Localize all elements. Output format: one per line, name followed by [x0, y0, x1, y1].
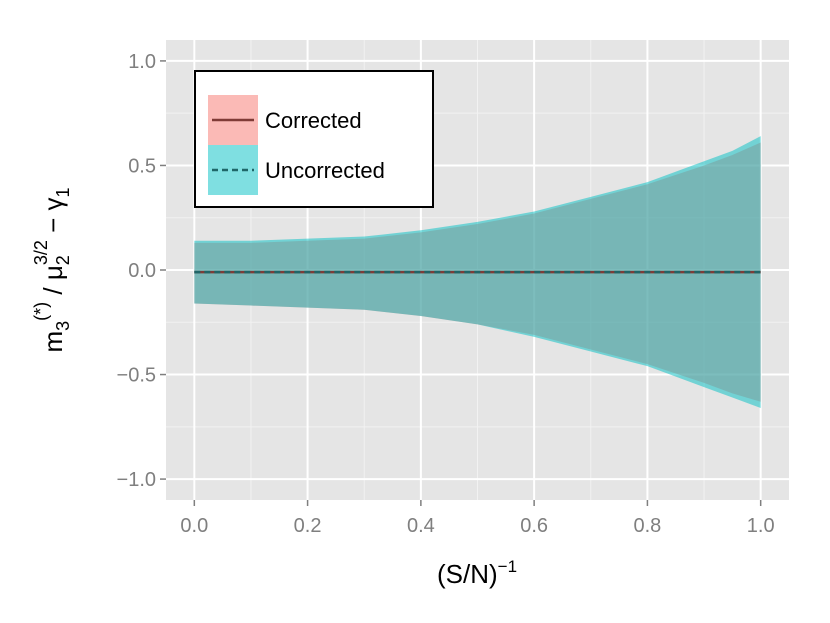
x-tick-label: 0.2: [294, 515, 322, 537]
y-tick-label: 0.5: [128, 155, 156, 177]
y-title-gamma-sub: 1: [53, 187, 73, 197]
x-axis-title-sup: −1: [498, 557, 517, 576]
y-tick-label: 1.0: [128, 51, 156, 73]
x-tick-label: 1.0: [747, 515, 775, 537]
y-title-minus: −: [38, 210, 68, 240]
x-axis-title: (S/N)−1: [437, 557, 517, 589]
y-axis-title: m3(*) / μ23/2 − γ1: [31, 187, 73, 352]
legend-entry-uncorrected: Uncorrected: [208, 145, 385, 195]
y-title-m-sub: 3: [53, 321, 73, 331]
x-axis-ticks: 0.0 0.2 0.4 0.6 0.8 1.0: [180, 500, 775, 537]
y-title-mu-sup: 3/2: [31, 240, 51, 265]
y-title-m: m: [38, 331, 68, 353]
legend-entry-corrected: Corrected: [208, 95, 362, 145]
y-axis-ticks: −1.0 −0.5 0.0 0.5 1.0: [117, 51, 166, 491]
y-title-gamma: γ: [38, 197, 68, 210]
x-tick-label: 0.8: [634, 515, 662, 537]
legend-label-uncorrected: Uncorrected: [265, 158, 385, 183]
y-tick-label: 0.0: [128, 260, 156, 282]
x-axis-title-base: (S/N): [437, 559, 498, 589]
legend-label-corrected: Corrected: [265, 108, 362, 133]
x-tick-label: 0.4: [407, 515, 435, 537]
y-title-m-sup: (*): [31, 302, 51, 321]
legend: Corrected Uncorrected: [194, 70, 434, 208]
y-title-mu-sub: 2: [53, 255, 73, 265]
x-tick-label: 0.0: [180, 515, 208, 537]
y-tick-label: −1.0: [117, 469, 156, 491]
x-tick-label: 0.6: [520, 515, 548, 537]
y-title-slash: /: [38, 280, 68, 302]
y-title-mu: μ: [38, 265, 68, 280]
y-tick-label: −0.5: [117, 365, 156, 387]
